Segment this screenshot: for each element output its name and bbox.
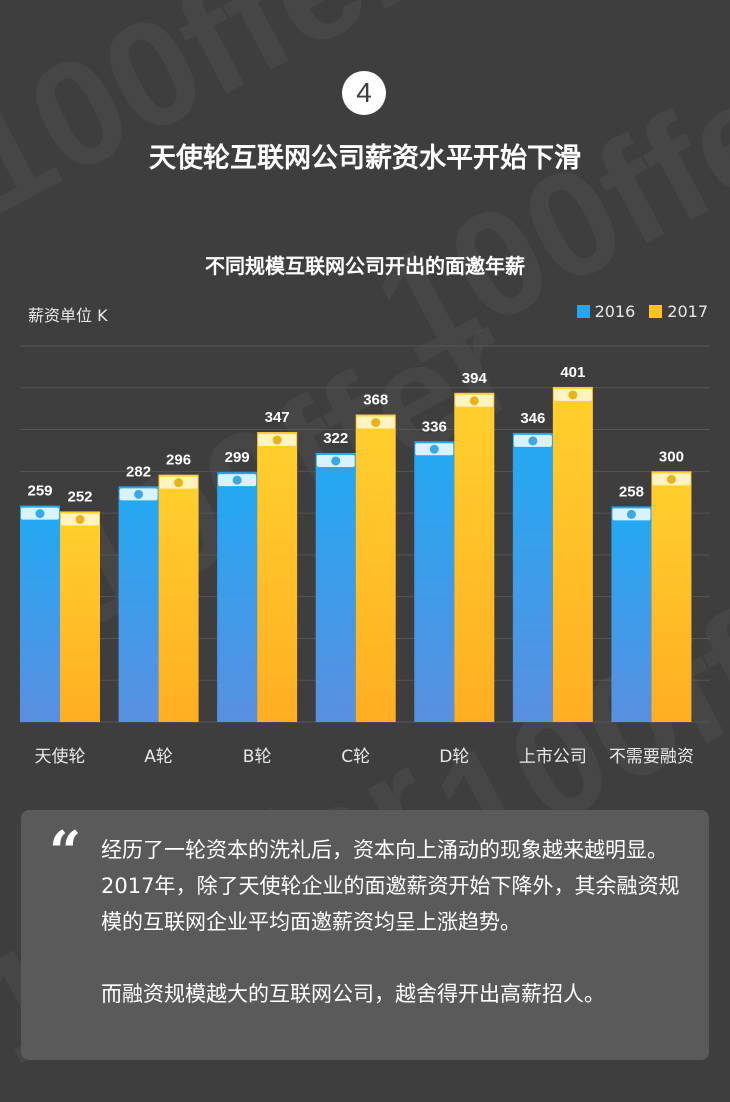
- bar-2017-5: [552, 386, 593, 722]
- data-label-2017-0: 252: [67, 488, 92, 505]
- bar-2017-0: [60, 511, 100, 722]
- bar-chart: 259 252 天使轮 282 296 A轮 299 347 B轮 322 368 C轮 336 394 D…: [20, 345, 710, 767]
- note-paragraph-2: 而融资规模越大的互联网公司，越舍得开出高薪招人。: [101, 982, 605, 1006]
- x-tick-label-0: 天使轮: [35, 746, 86, 767]
- coin-icon: [626, 509, 636, 519]
- bar-2016-2: [217, 472, 258, 722]
- x-tick-label-6: 不需要融资: [609, 747, 694, 767]
- data-label-2016-0: 259: [27, 483, 52, 500]
- bar-2016-1: [118, 486, 159, 722]
- data-label-2016-3: 322: [323, 430, 348, 447]
- bar-2016-5: [512, 432, 553, 722]
- bar-2017-3: [355, 414, 396, 722]
- note-text: 经历了一轮资本的洗礼后，资本向上涌动的现象越来越明显。2017年，除了天使轮企业…: [101, 832, 691, 1012]
- coin-icon: [232, 475, 242, 485]
- legend-label-2016: 2016: [594, 302, 636, 321]
- bar-2016-3: [315, 452, 356, 722]
- legend-item-2016: 2016: [576, 302, 636, 321]
- coin-icon: [528, 436, 538, 446]
- bar-2016-0: [20, 505, 60, 722]
- data-label-2016-6: 258: [619, 483, 644, 500]
- step-number: 4: [356, 77, 372, 108]
- note-paragraph-1: 经历了一轮资本的洗礼后，资本向上涌动的现象越来越明显。2017年，除了天使轮企业…: [101, 838, 680, 934]
- coin-icon: [75, 514, 85, 524]
- x-tick-label-2: B轮: [243, 747, 272, 767]
- data-label-2017-1: 296: [166, 452, 191, 469]
- step-number-badge: 4: [342, 71, 386, 115]
- y-axis-unit-label: 薪资单位 K: [28, 306, 108, 325]
- data-label-2016-2: 299: [225, 449, 250, 466]
- data-label-2017-4: 394: [462, 370, 488, 387]
- coin-icon: [469, 396, 479, 406]
- coin-icon: [371, 418, 381, 428]
- legend-label-2017: 2017: [667, 302, 708, 321]
- page-title: 天使轮互联网公司薪资水平开始下滑: [149, 143, 581, 174]
- x-tick-label-1: A轮: [144, 747, 173, 767]
- bar-2016-4: [414, 441, 455, 722]
- coin-icon: [568, 390, 578, 400]
- coin-icon: [429, 444, 439, 454]
- bar-2017-4: [454, 392, 495, 722]
- data-label-2017-6: 300: [659, 448, 684, 465]
- x-tick-label-3: C轮: [341, 747, 370, 767]
- data-label-2017-5: 401: [560, 364, 585, 381]
- bar-2017-2: [257, 432, 298, 722]
- bar-2016-6: [611, 506, 652, 722]
- coin-icon: [134, 489, 144, 499]
- legend-item-2017: 2017: [649, 302, 708, 321]
- coin-icon: [331, 456, 341, 466]
- chart-title: 不同规模互联网公司开出的面邀年薪: [205, 254, 525, 278]
- data-label-2016-5: 346: [520, 410, 545, 427]
- data-label-2017-3: 368: [363, 392, 388, 409]
- legend-swatch-2017: [649, 305, 663, 318]
- summary-note-box: “ 经历了一轮资本的洗礼后，资本向上涌动的现象越来越明显。2017年，除了天使轮…: [21, 810, 709, 1060]
- data-label-2017-2: 347: [265, 409, 290, 426]
- legend-swatch-2016: [576, 305, 590, 318]
- labels: 259 252 天使轮 282 296 A轮 299 347 B轮 322 368 C轮 336 394 D…: [27, 364, 693, 767]
- coin-icon: [666, 474, 676, 484]
- bar-2017-1: [158, 474, 199, 722]
- coin-icon: [272, 435, 282, 445]
- data-label-2016-1: 282: [126, 463, 151, 480]
- coin-icon: [35, 509, 45, 519]
- quote-icon: “: [49, 819, 82, 885]
- chart-legend: 2016 2017: [576, 302, 708, 321]
- x-tick-label-5: 上市公司: [519, 747, 587, 767]
- data-label-2016-4: 336: [422, 418, 447, 435]
- bars: [20, 386, 692, 722]
- coin-icon: [174, 478, 184, 488]
- x-tick-label-4: D轮: [439, 747, 469, 767]
- bar-2017-6: [651, 471, 692, 722]
